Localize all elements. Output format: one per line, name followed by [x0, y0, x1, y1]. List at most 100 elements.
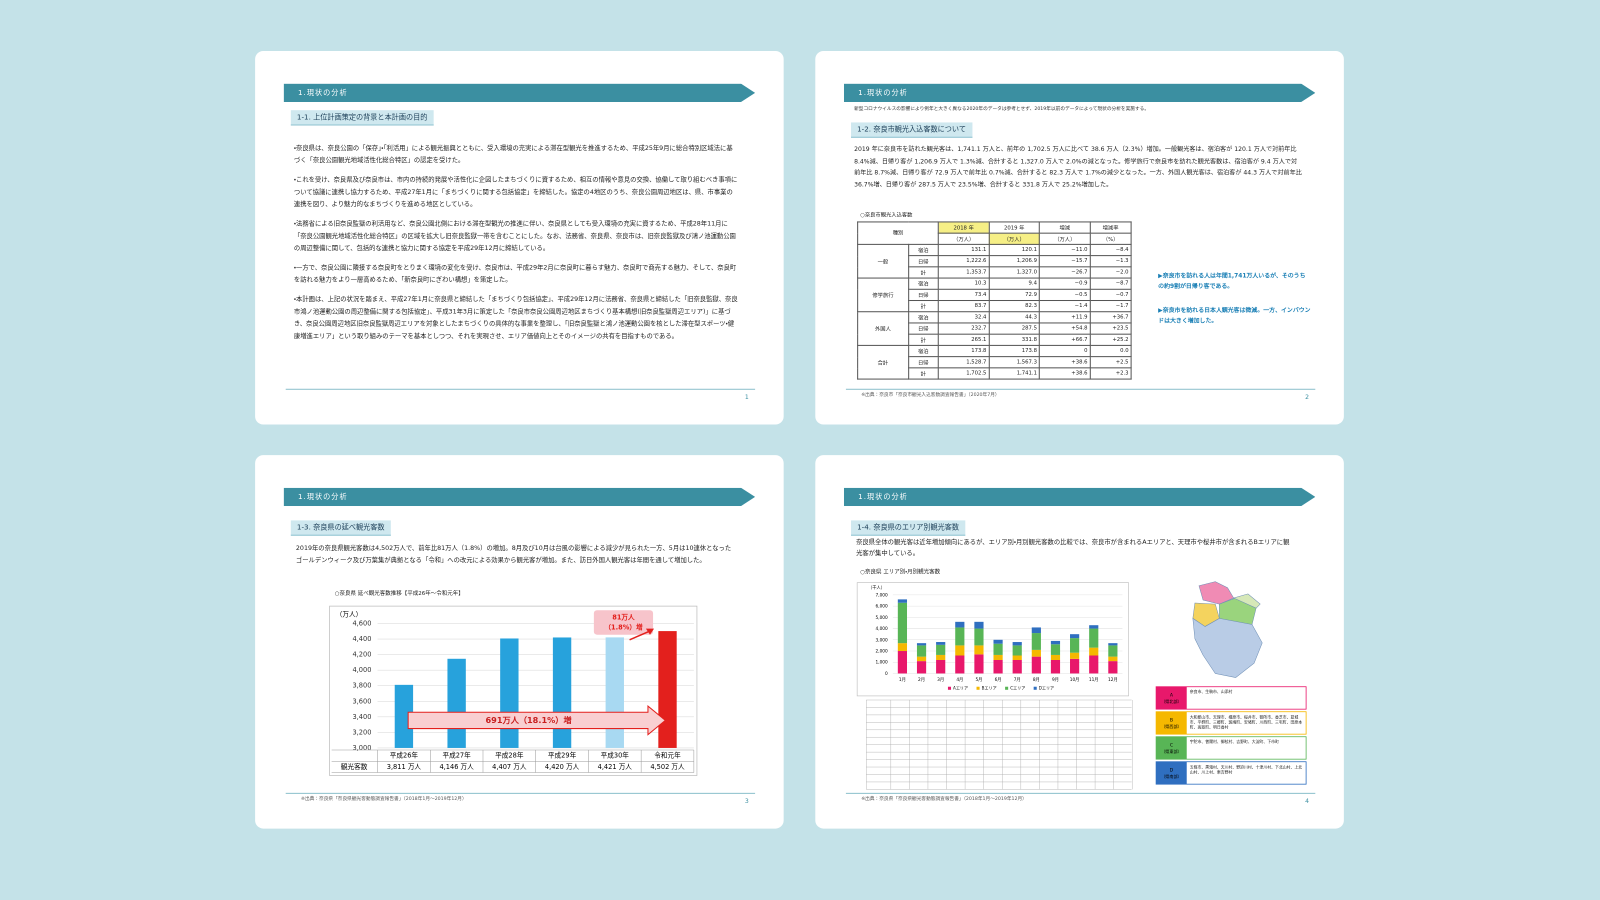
cell: +11.9 [1039, 311, 1091, 324]
bar-segment [1050, 654, 1061, 660]
footer-line [845, 388, 1316, 390]
bar [552, 637, 572, 748]
bar-segment [1070, 638, 1080, 653]
paragraph: 2019 年に奈良市を訪れた観光客は、1,741.1 万人と、前年の 1,702… [854, 145, 1302, 189]
cell: 1,741.1 [988, 367, 1041, 380]
map-region [1192, 617, 1263, 678]
bar-segment [1031, 627, 1041, 634]
x-tick-label: 10月 [1070, 677, 1080, 683]
data-row: 一般 宿泊 131.1 120.1 −11.0 −8.4 [857, 243, 1132, 279]
legend-code-cell [1156, 686, 1187, 710]
cell: 331.8 [988, 333, 1041, 346]
annotation: （1.8%）増 [604, 623, 643, 632]
group-cell: 修学旅行 [857, 277, 909, 313]
section-label: 1-1. 上位計画策定の背景と本計画の目的 [290, 110, 434, 126]
bar-segment [1012, 659, 1022, 674]
cell: 287.5 [988, 322, 1041, 335]
header-cell: 増減率 [1089, 221, 1132, 234]
cell: −1.3 [1089, 255, 1132, 268]
slide: 1.現状の分析 1-3. 奈良県の延べ観光客数 3 ※出典：奈良県「奈良県観光客動態調… [255, 455, 784, 829]
cell: 265.1 [937, 333, 990, 346]
cell: 1,702.5 [937, 367, 990, 380]
callout: ▶奈良市を訪れる人は年間1,741万人いるが、そのうちの約9割が日帰り客である。 [1158, 273, 1306, 290]
legend-swatch [976, 686, 980, 690]
group-cell: 一般 [857, 243, 909, 279]
y-tick-label: 1,000 [876, 660, 888, 666]
x-tick-label: 平成29年 [548, 751, 577, 760]
chart: （万人） 3,000 3,200 3,400 3,600 3,800 4,000 4,200 4… [329, 605, 698, 776]
x-tick-label: 6月 [995, 677, 1002, 683]
bar-segment [1012, 655, 1022, 660]
data-row: 計 1,702.5 1,741.1 +38.6 +2.3 [858, 367, 1132, 380]
x-tick-label: 5月 [975, 677, 982, 683]
axis-unit: （千人） [868, 584, 885, 591]
header-title: 1.現状の分析 [858, 88, 908, 97]
bar-segment [1108, 645, 1118, 657]
paragraph: ・法務省による旧奈良監獄の利活用など、奈良公園北側における滞在型観光の推進に伴い… [293, 220, 736, 253]
section-label: 1-3. 奈良県の延べ観光客数 [290, 520, 391, 536]
cell: −15.7 [1039, 255, 1091, 268]
x-tick-label: 8月 [1033, 677, 1040, 683]
footer-line [285, 388, 756, 390]
cell: +25.2 [1089, 333, 1132, 346]
header-cell: 増減 [1039, 221, 1091, 234]
legend-label: Aエリア [953, 685, 968, 690]
value-label: 3,811 万人 [387, 763, 422, 771]
cell: 9.4 [988, 277, 1041, 290]
bar-segment [993, 659, 1003, 674]
bar-segment [955, 621, 965, 628]
value-label: 4,502 万人 [650, 763, 685, 771]
cell: 1,528.7 [937, 356, 990, 369]
unit-cell: （%） [1089, 232, 1132, 245]
legend-swatch [1033, 686, 1037, 690]
bar-segment [1089, 628, 1099, 648]
header-bar [843, 487, 1316, 507]
data-row: 日帰 232.7 287.5 +54.8 +23.5 [858, 322, 1132, 335]
bar-segment [897, 651, 908, 674]
paragraphs: ・奈良県は、奈良公園の「保存」・「利活用」による観光振興とともに、受入環境の充実… [294, 143, 739, 350]
bar-segment [1108, 656, 1118, 662]
paragraphs: 2019年の奈良県観光客数は4,502万人で、前年比81万人（1.8%）の増加。… [296, 543, 735, 575]
header-title: 1.現状の分析 [858, 492, 908, 502]
y-tick-label: 6,000 [876, 604, 888, 610]
legend-code-cell [1156, 761, 1187, 785]
cell: −8.7 [1089, 277, 1132, 290]
chart-title: ○奈良県 エリア別・月別観光客数 [860, 569, 941, 576]
bar-segment [936, 642, 946, 645]
unit-cell: （万人） [1039, 232, 1091, 245]
legend-towns: 五條市、黒滝村、天川村、野迫川村、十津川村、下北山村、上北山村、川上村、東吉野村 [1189, 763, 1303, 774]
legend-label: Bエリア [982, 685, 997, 690]
section-label: 1-4. 奈良県のエリア別観光客数 [851, 520, 966, 536]
group-cell: 外国人 [857, 311, 909, 346]
x-tick-label: 2月 [918, 677, 925, 683]
group-cell: 合計 [857, 344, 909, 380]
cell: 日帰 [907, 356, 939, 369]
legend-label: Cエリア [1010, 685, 1025, 690]
chart-title: ○奈良県 延べ観光客数推移【平成26年～令和元年】 [334, 590, 464, 597]
bar-segment [974, 645, 984, 655]
cell: +36.7 [1089, 311, 1132, 324]
cell: 232.7 [937, 322, 990, 335]
area-map [1192, 581, 1263, 678]
cell: 0.0 [1089, 344, 1132, 358]
source: ※出典：奈良市「奈良市観光入込客数調査報告書」（2020年7月） [861, 392, 1000, 398]
data-row: 合計 宿泊 173.8 173.8 0 0.0 [857, 344, 1132, 380]
value-label: 4,420 万人 [545, 763, 580, 771]
cell: 日帰 [907, 288, 939, 302]
slide: 1.現状の分析 1-2. 奈良市観光入込客数について 新型コロナウイルスの影響により… [815, 51, 1344, 425]
data-table: 種別 2018 年 2019 年増減 増減率 （万人） （万人） （万人） （%） 一般 宿泊 13… [857, 221, 1132, 380]
map-region [1232, 593, 1261, 609]
cell: +2.3 [1089, 367, 1132, 380]
cell: 83.7 [937, 299, 990, 313]
bar [447, 658, 466, 748]
bar-segment [1012, 645, 1022, 656]
bar-segment [916, 645, 927, 657]
annotation-arrow [629, 629, 652, 641]
bar-segment [936, 644, 946, 655]
y-tick-label: 2,000 [876, 649, 888, 655]
x-tick-label: 12月 [1108, 677, 1118, 683]
bar-segment [1050, 659, 1061, 674]
cell: 宿泊 [907, 344, 939, 358]
header-cell: 種別 [857, 221, 939, 245]
x-tick-label: 9月 [1052, 677, 1059, 683]
